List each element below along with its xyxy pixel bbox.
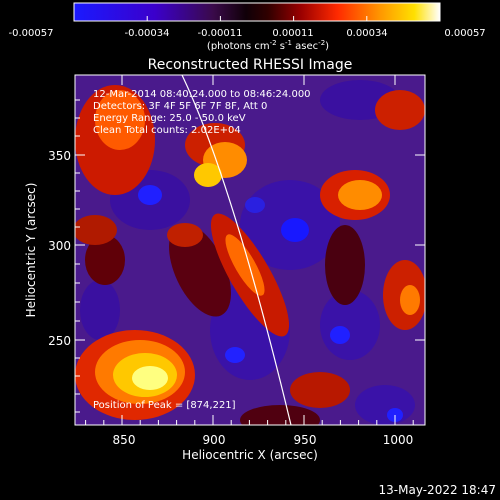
rhessi-image [75,75,425,425]
y-tick-label: 250 [48,334,71,348]
y-axis-ticks [75,99,425,413]
annotation-energy-range: Energy Range: 25.0 - 50.0 keV [93,113,246,124]
x-tick-label: 900 [203,433,226,447]
x-tick-label: 1000 [383,433,414,447]
annotation-counts: Clean Total counts: 2.02E+04 [93,125,241,136]
colorbar-tick-label: 0.00057 [444,28,485,39]
colorbar-tick-label: 0.00011 [272,28,313,39]
y-axis-label: Heliocentric Y (arcsec) [24,183,38,318]
x-axis-label: Heliocentric X (arcsec) [182,448,318,462]
footer-date: 13-May-2022 18:47 [379,483,496,497]
annotation-peak-position: Position of Peak = [874,221] [93,400,236,411]
plot-title: Reconstructed RHESSI Image [148,57,353,73]
colorbar-tick-label: -0.00011 [198,28,243,39]
plot-frame [74,74,426,426]
y-tick-label: 300 [48,239,71,253]
x-axis-ticks [85,75,414,425]
colorbar-tick-marks [73,16,441,21]
x-tick-label: 850 [113,433,136,447]
colorbar-tick-label: -0.00034 [125,28,170,39]
annotation-detectors: Detectors: 3F 4F 5F 6F 7F 8F, Att 0 [93,101,267,112]
x-tick-label: 950 [294,433,317,447]
colorbar-units: (photons cm-2 s-1 asec-2) [207,39,329,52]
colorbar-tick-label: -0.00057 [9,28,54,39]
colorbar [73,2,441,22]
y-tick-label: 350 [48,149,71,163]
solar-limb-line [181,75,292,425]
colorbar-tick-label: 0.00034 [346,28,387,39]
annotation-time-range: 12-Mar-2014 08:40:24.000 to 08:46:24.000 [93,89,311,100]
